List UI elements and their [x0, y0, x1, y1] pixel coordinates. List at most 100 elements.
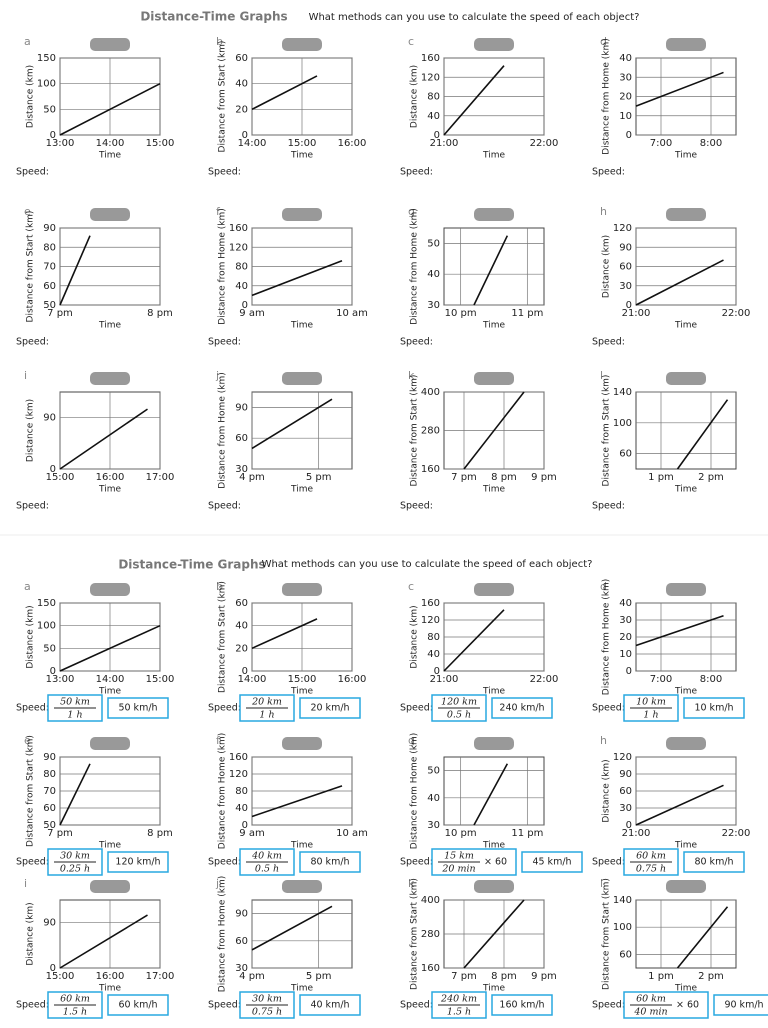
numerator: 10 km — [636, 697, 666, 708]
result-box — [107, 994, 169, 1016]
icon — [90, 372, 130, 385]
speed-label: Speed: — [592, 703, 625, 714]
distance-line — [463, 899, 525, 969]
distance-line — [251, 785, 343, 818]
y-tick-label: 90 — [235, 909, 248, 920]
speed-label: Speed: — [592, 167, 625, 178]
x-tick-label: 5 pm — [306, 472, 332, 483]
panel-letter: g — [408, 205, 415, 218]
speed-label: Speed: — [400, 501, 433, 512]
x-tick-label: 15:00 — [146, 674, 175, 685]
x-tick-label: 14:00 — [96, 674, 125, 685]
result: 80 km/h — [310, 857, 349, 868]
y-tick-label: 400 — [421, 387, 440, 398]
y-axis-label: Distance from Home (km) — [218, 208, 228, 324]
panel-letter: d — [600, 580, 607, 593]
panel-letter: e — [24, 205, 31, 218]
distance-line — [635, 784, 724, 826]
y-tick-label: 60 — [235, 53, 248, 64]
y-tick-label: 0 — [434, 130, 440, 141]
y-axis-label: Distance from Start (km) — [410, 878, 420, 990]
icon — [666, 880, 706, 893]
y-axis-label: Distance from Home (km) — [218, 876, 228, 992]
panel-letter: k — [408, 877, 415, 890]
speed-label: Speed: — [400, 167, 433, 178]
y-tick-label: 60 — [619, 262, 632, 273]
y-tick-label: 0 — [50, 464, 56, 475]
result: 120 km/h — [115, 857, 160, 868]
result: 50 km/h — [118, 703, 157, 714]
y-tick-label: 160 — [421, 963, 440, 974]
result-box — [299, 851, 361, 873]
y-tick-label: 160 — [229, 223, 248, 234]
x-tick-label: 15:00 — [288, 138, 317, 149]
result: 20 km/h — [310, 703, 349, 714]
icon — [282, 208, 322, 221]
fraction-box — [431, 991, 487, 1019]
icon — [90, 583, 130, 596]
panel-letter: j — [215, 369, 219, 382]
y-tick-label: 0 — [626, 666, 632, 677]
y-axis-label: Distance from Home (km) — [602, 38, 612, 154]
x-tick-label: 22:00 — [530, 674, 559, 685]
y-tick-label: 60 — [619, 949, 632, 960]
fraction-box — [623, 694, 679, 722]
result-box — [491, 697, 553, 719]
y-tick-label: 40 — [427, 793, 440, 804]
denominator: 1 h — [259, 710, 274, 721]
y-tick-label: 20 — [619, 92, 632, 103]
icon — [474, 880, 514, 893]
panel-letter: h — [600, 734, 607, 747]
y-axis-label: Distance (km) — [410, 605, 420, 668]
numerator: 60 km — [636, 851, 666, 862]
panel-letter: d — [600, 35, 607, 48]
result-box — [521, 851, 583, 873]
plot-frame — [251, 391, 353, 470]
x-tick-label: 21:00 — [622, 828, 651, 839]
y-axis-label: Distance from Start (km) — [218, 581, 228, 693]
y-tick-label: 120 — [229, 242, 248, 253]
distance-line — [59, 624, 161, 672]
panel-letter: h — [600, 205, 607, 218]
y-tick-label: 0 — [626, 300, 632, 311]
x-axis-label: Time — [482, 321, 505, 331]
y-tick-label: 160 — [421, 464, 440, 475]
distance-line — [635, 259, 724, 306]
y-tick-label: 120 — [613, 223, 632, 234]
distance-line — [59, 763, 91, 826]
y-tick-label: 20 — [235, 104, 248, 115]
y-tick-label: 120 — [421, 615, 440, 626]
y-tick-label: 160 — [229, 752, 248, 763]
y-axis-label: Distance (km) — [602, 235, 612, 298]
y-tick-label: 60 — [235, 598, 248, 609]
x-tick-label: 7:00 — [650, 674, 672, 685]
icon — [474, 38, 514, 51]
panel-letter: g — [408, 734, 415, 747]
x-tick-label: 2 pm — [698, 472, 724, 483]
y-axis-label: Distance from Start (km) — [602, 375, 612, 487]
icon — [282, 880, 322, 893]
y-tick-label: 40 — [235, 281, 248, 292]
y-tick-label: 20 — [235, 643, 248, 654]
speed-label: Speed: — [16, 1000, 49, 1011]
y-tick-label: 400 — [421, 895, 440, 906]
denominator: 0.5 h — [447, 710, 471, 721]
y-tick-label: 0 — [626, 820, 632, 831]
y-tick-label: 10 — [619, 111, 632, 122]
x-tick-label: 21:00 — [430, 138, 459, 149]
denominator: 0.25 h — [60, 864, 90, 875]
distance-line — [251, 259, 343, 297]
numerator: 120 km — [441, 697, 477, 708]
y-tick-label: 30 — [235, 464, 248, 475]
x-axis-label: Time — [290, 841, 313, 851]
y-tick-label: 60 — [235, 433, 248, 444]
denominator: 1 h — [67, 710, 82, 721]
denominator: 20 min — [441, 864, 475, 875]
icon — [282, 38, 322, 51]
y-axis-label: Distance (km) — [602, 759, 612, 822]
y-tick-label: 90 — [43, 413, 56, 424]
y-tick-label: 90 — [619, 769, 632, 780]
y-axis-label: Distance from Start (km) — [26, 211, 36, 323]
panel-letter: c — [408, 35, 414, 48]
icon — [474, 208, 514, 221]
